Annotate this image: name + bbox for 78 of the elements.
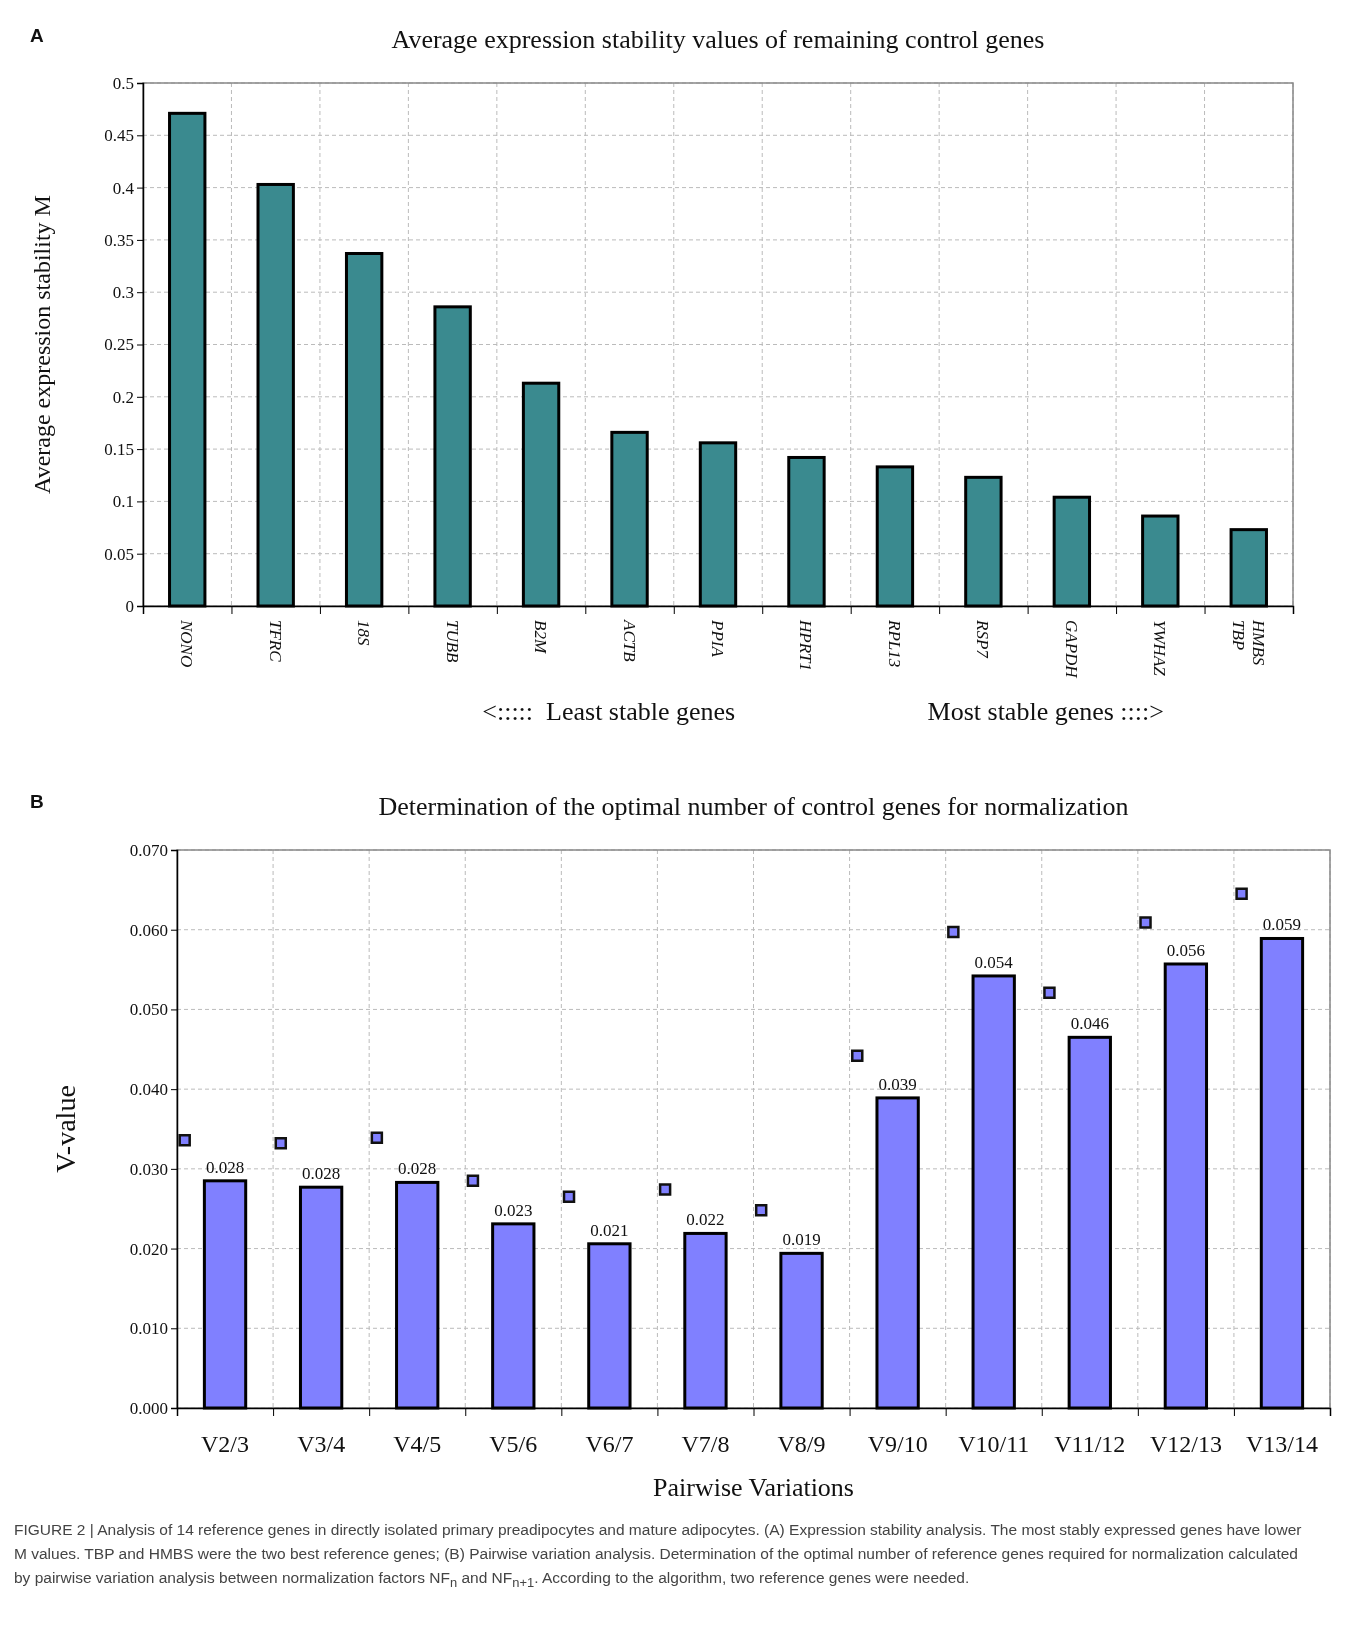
chart-title: Determination of the optimal number of control genes for normalization xyxy=(378,792,1129,821)
y-tick-label: 0.000 xyxy=(129,1398,168,1418)
y-tick-label: 0.3 xyxy=(112,283,134,303)
point xyxy=(1043,986,1056,999)
data-label: 0.028 xyxy=(205,1157,245,1177)
data-label: 0.023 xyxy=(494,1200,533,1220)
y-tick-label: 0.040 xyxy=(129,1080,168,1100)
point xyxy=(466,1174,480,1188)
data-label: 0.059 xyxy=(1262,915,1302,935)
x-tick-label: V10/11 xyxy=(958,1431,1030,1457)
x-tick-label: 18S xyxy=(354,620,374,646)
x-tick-label: NONO xyxy=(177,619,197,668)
data-label: 0.046 xyxy=(1070,1014,1109,1034)
x-tick-label: HPRT1 xyxy=(796,619,816,671)
x-tick-label: V6/7 xyxy=(585,1431,634,1457)
x-tick-label: V11/12 xyxy=(1054,1431,1126,1457)
y-tick-label: 0.050 xyxy=(129,1000,168,1020)
y-tick-label: 0.45 xyxy=(104,126,134,146)
x-tick-label: TFRC xyxy=(265,620,285,663)
y-tick-label: 0.010 xyxy=(129,1319,168,1339)
x-tick-label: PPIA xyxy=(708,619,727,658)
y-tick-label: 0.4 xyxy=(112,178,135,198)
x-tick-label: V2/3 xyxy=(201,1431,250,1457)
point xyxy=(274,1137,288,1150)
text: Most stable genes ::::> xyxy=(927,697,1164,726)
y-tick-label: 0 xyxy=(125,596,134,616)
data-label: 0.028 xyxy=(302,1164,341,1184)
x-tick-label: V12/13 xyxy=(1149,1431,1222,1457)
x-tick-label: HMBS TBP xyxy=(1228,619,1268,666)
point xyxy=(754,1204,768,1217)
chart-title: Average expression stability values of remaining control genes xyxy=(391,25,1045,54)
point xyxy=(947,925,960,939)
y-tick-label: 0.060 xyxy=(129,920,168,940)
y-tick-label: 0.05 xyxy=(104,544,134,564)
y-tick-label: 0.020 xyxy=(129,1239,168,1259)
text: <::::: Least stable genes xyxy=(482,697,736,726)
x-tick-label: V13/14 xyxy=(1245,1431,1318,1457)
data-label: 0.019 xyxy=(782,1230,821,1250)
point xyxy=(658,1183,672,1196)
y-tick-label: 0.5 xyxy=(112,73,134,93)
y-tick-label: 0.2 xyxy=(112,387,134,407)
x-tick-label: RPL13 xyxy=(884,619,904,668)
x-axis-title: Pairwise Variations xyxy=(653,1473,854,1502)
data-label: 0.039 xyxy=(878,1074,917,1094)
x-tick-label: V9/10 xyxy=(867,1431,928,1457)
point xyxy=(562,1190,576,1204)
y-tick-label: 0.070 xyxy=(129,840,168,860)
x-tick-label: V5/6 xyxy=(489,1431,538,1457)
y-tick-label: 0.1 xyxy=(112,492,134,512)
data-label: 0.054 xyxy=(974,952,1014,972)
caption: FIGURE 2 | Analysis of 14 reference genes in directly isolated primary preadipocytes and mature adipocytes. (A) Expression stability analysis. The most stably expressed genes have lower M values. TBP and HMBS were the two best reference genes; (B) Pairwise variation analysis. Determination of the optimal number of reference genes required for normalization calculated by pairwise variation analysis between normalization factors NF$_{n}$ and NF$_{n+1}$. According to the algorithm, two reference genes were needed. xyxy=(14,1520,1303,1593)
x-tick-label: B2M xyxy=(531,620,551,654)
y-tick-label: 0.15 xyxy=(104,440,134,460)
data-label: 0.028 xyxy=(398,1159,437,1179)
x-tick-label: TUBB xyxy=(442,620,462,664)
data-label: 0.021 xyxy=(590,1220,629,1240)
y-tick-label: 0.030 xyxy=(129,1159,168,1179)
y-tick-label: 0.35 xyxy=(104,230,134,250)
point xyxy=(370,1131,384,1145)
point xyxy=(1235,887,1248,901)
x-tick-label: V3/4 xyxy=(297,1431,346,1457)
x-tick-label: RSP7 xyxy=(973,619,993,660)
y-axis-title: V-value xyxy=(50,1085,81,1173)
point xyxy=(1139,916,1152,929)
x-tick-label: ACTB xyxy=(619,619,639,663)
x-tick-label: GAPDH xyxy=(1061,620,1081,680)
x-tick-label: V7/8 xyxy=(681,1431,730,1457)
x-tick-label: V8/9 xyxy=(777,1431,826,1457)
text: B xyxy=(30,791,44,812)
y-axis-title: Average expression stability M xyxy=(29,195,55,494)
x-tick-label: YWHAZ xyxy=(1150,620,1170,677)
x-tick-label: V4/5 xyxy=(393,1431,442,1457)
point xyxy=(178,1133,191,1147)
y-tick-label: 0.25 xyxy=(104,335,134,355)
point xyxy=(851,1049,864,1062)
text: A xyxy=(30,25,44,46)
data-label: 0.056 xyxy=(1166,940,1205,960)
data-label: 0.022 xyxy=(686,1210,725,1230)
